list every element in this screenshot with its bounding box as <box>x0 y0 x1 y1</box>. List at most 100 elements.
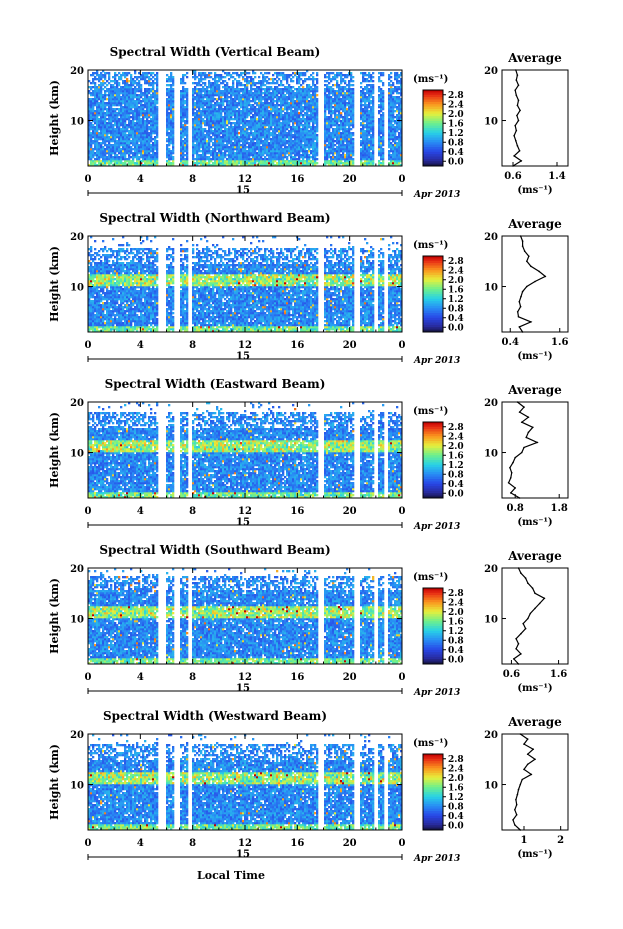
average-y-tick-label: 10 <box>484 283 498 294</box>
average-point <box>521 421 523 424</box>
average-point <box>519 109 521 112</box>
heatmap-cells <box>88 402 402 498</box>
average-point <box>526 753 529 755</box>
average-frame <box>501 235 569 333</box>
x-tick-label: 0 <box>85 340 92 351</box>
average-point <box>517 643 520 645</box>
average-line <box>507 401 539 499</box>
average-point <box>521 331 524 333</box>
colorbar-tick-label: 0.8 <box>448 802 464 812</box>
average-title: Average <box>507 217 562 231</box>
average-profile: Average 10 20 0.6 1.4 (ms⁻¹) <box>484 51 569 196</box>
average-y-tick-label: 10 <box>484 449 498 460</box>
y-tick-label: 10 <box>70 449 84 460</box>
average-frame <box>501 567 569 665</box>
average-x-label: (ms⁻¹) <box>517 849 552 860</box>
average-y-tick-label: 20 <box>484 564 498 575</box>
y-tick-label: 20 <box>70 564 84 575</box>
average-point <box>534 280 536 283</box>
colorbar: 2.82.42.01.61.20.80.40.0 <box>422 421 464 499</box>
colorbar-tick-label: 2.8 <box>448 589 464 599</box>
x-tick-label: 16 <box>290 838 304 849</box>
x-tick-label: 20 <box>343 672 357 683</box>
colorbar-tick-label: 2.8 <box>448 257 464 267</box>
colorbar-tick-label: 0.8 <box>448 304 464 314</box>
average-point <box>519 783 522 786</box>
average-y-tick-label: 20 <box>484 730 498 741</box>
average-point <box>534 607 536 610</box>
average-point <box>519 235 522 237</box>
colorbar-tick-label: 0.0 <box>448 489 464 499</box>
colorbar-tick-label: 2.4 <box>448 432 464 442</box>
average-point <box>534 592 536 595</box>
colorbar-unit: (ms⁻¹) <box>413 406 448 417</box>
average-profile: Average 10 20 0.6 1.6 (ms⁻¹) <box>484 549 569 694</box>
x-tick-label: 8 <box>189 340 196 351</box>
heatmap-cells <box>88 568 402 664</box>
average-point <box>544 275 547 278</box>
x-tick-label: 12 <box>238 672 252 683</box>
average-point <box>515 129 518 132</box>
average-point <box>510 477 512 479</box>
panel-title: Spectral Width (Eastward Beam) <box>105 377 326 391</box>
average-point <box>523 768 525 771</box>
panel-4: Spectral Width (Southward Beam) 10 20 Heigh… <box>48 543 569 698</box>
x-tick-label: 0 <box>399 340 406 351</box>
x-tick-label: 20 <box>343 506 357 517</box>
average-x-tick-label: 0.6 <box>503 669 520 680</box>
date-label: Apr 2013 <box>413 522 460 532</box>
panel-2: Spectral Width (Northward Beam) 10 20 Heigh… <box>48 211 569 366</box>
average-y-tick-label: 10 <box>484 615 498 626</box>
x-tick-label: 0 <box>399 506 406 517</box>
date-label: Apr 2013 <box>413 688 460 698</box>
x-tick-label: 4 <box>137 506 144 517</box>
x-tick-label: 8 <box>189 506 196 517</box>
average-point <box>527 431 530 434</box>
average-point <box>529 612 532 615</box>
average-point <box>514 456 516 459</box>
average-point <box>523 250 526 252</box>
average-point <box>517 567 520 569</box>
heatmap-cells <box>88 236 402 332</box>
colorbar-tick-label: 1.6 <box>448 451 464 461</box>
colorbar-tick-label: 1.6 <box>448 617 464 627</box>
x-tick-label: 4 <box>137 174 144 185</box>
average-point <box>526 260 528 263</box>
x-tick-label: 0 <box>399 672 406 683</box>
average-point <box>510 492 512 494</box>
colorbar-tick-label: 2.0 <box>448 276 464 286</box>
x-tick-label: 20 <box>343 838 357 849</box>
x-tick-label: 20 <box>343 340 357 351</box>
average-point <box>516 74 519 76</box>
average-point <box>519 829 522 831</box>
average-x-tick-label: 0.6 <box>504 171 521 182</box>
average-x-tick-label: 1.6 <box>550 669 567 680</box>
average-point <box>514 824 516 826</box>
average-point <box>530 773 533 776</box>
average-point <box>520 572 522 574</box>
average-point <box>527 617 529 620</box>
colorbar-tick-label: 1.6 <box>448 285 464 295</box>
average-point <box>510 471 513 474</box>
y-axis-label: Height (km) <box>48 578 61 654</box>
colorbar-tick-label: 1.2 <box>448 793 464 803</box>
average-point <box>528 255 530 257</box>
average-line <box>512 69 523 167</box>
colorbar-tick-label: 2.0 <box>448 442 464 452</box>
x-tick-label: 8 <box>189 174 196 185</box>
average-point <box>518 497 521 499</box>
average-point <box>538 602 541 605</box>
colorbar-tick-label: 2.0 <box>448 774 464 784</box>
average-point <box>523 446 525 449</box>
average-point <box>515 69 517 71</box>
average-point <box>516 311 519 313</box>
average-point <box>520 653 522 655</box>
colorbar-tick-label: 2.0 <box>448 608 464 618</box>
day-label: 15 <box>236 849 250 860</box>
colorbar-unit: (ms⁻¹) <box>413 240 448 251</box>
average-point <box>517 316 520 318</box>
x-tick-label: 16 <box>290 672 304 683</box>
colorbar-tick-label: 0.4 <box>448 148 464 158</box>
x-tick-label: 16 <box>290 506 304 517</box>
